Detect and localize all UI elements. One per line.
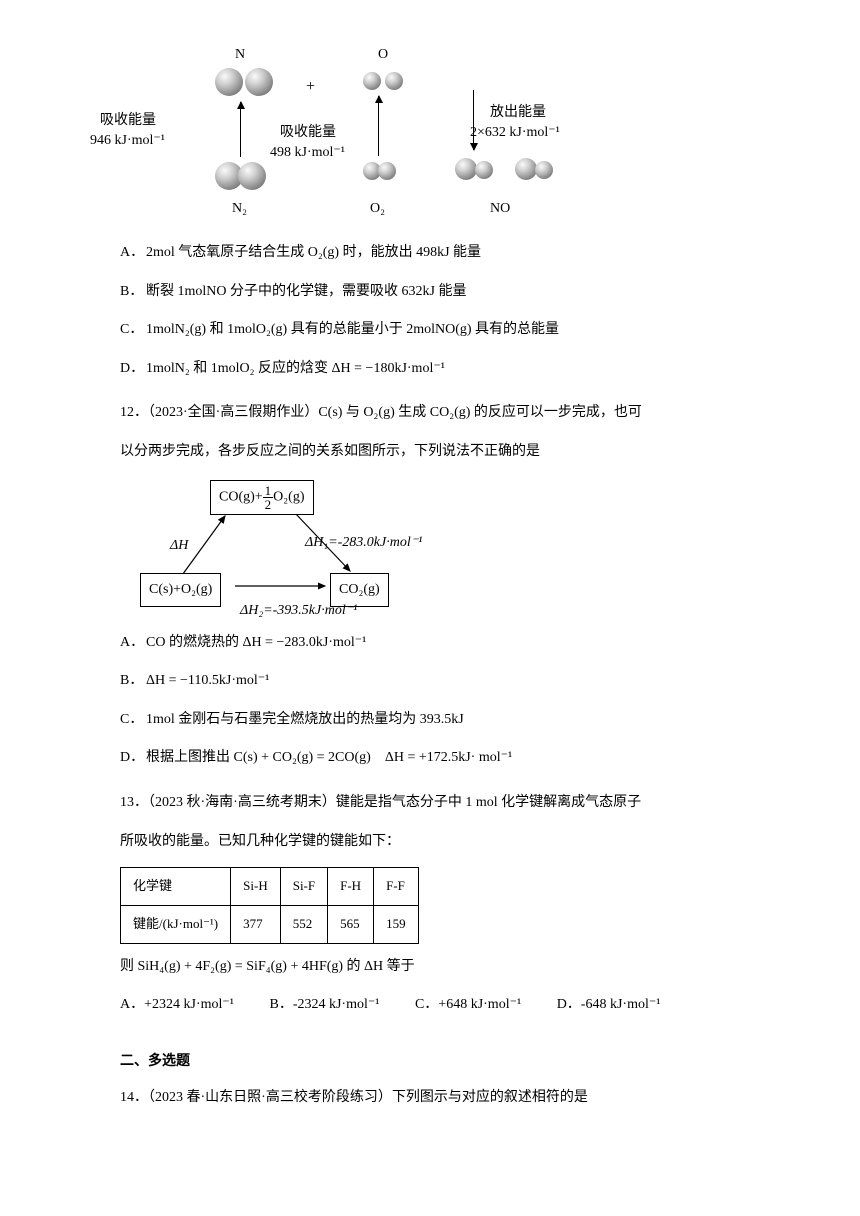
th-ff: F-F xyxy=(374,868,419,906)
atom-n2 xyxy=(245,68,273,96)
label-no: NO xyxy=(490,196,510,223)
atom-no-a2 xyxy=(475,161,493,179)
atom-n2-b2 xyxy=(238,162,266,190)
q12-stem-1: 12．（2023·全国·高三假期作业）C(s) 与 O₂(g) 生成 CO₂(g… xyxy=(120,400,800,427)
atom-o2-b2 xyxy=(378,162,396,180)
row-label: 键能/(kJ·mol⁻¹) xyxy=(121,905,231,943)
q12-option-b: B．ΔH = −110.5kJ·mol⁻¹ xyxy=(120,668,800,695)
q11-option-b: B．断裂 1molNO 分子中的化学键，需要吸收 632kJ 能量 xyxy=(120,279,800,306)
q11-option-a: A．2mol 气态氧原子结合生成 O₂(g) 时，能放出 498kJ 能量 xyxy=(120,240,800,267)
q11-a-text: 2mol 气态氧原子结合生成 O₂(g) 时，能放出 498kJ 能量 xyxy=(146,245,481,260)
label-o: O xyxy=(378,42,388,69)
q11-b-text: 断裂 1molNO 分子中的化学键，需要吸收 632kJ 能量 xyxy=(146,284,466,299)
arrow-n2 xyxy=(240,102,241,157)
dh1-label: ΔH₁=-283.0kJ·mol⁻¹ xyxy=(305,530,422,557)
atom-n1 xyxy=(215,68,243,96)
val-ff: 159 xyxy=(374,905,419,943)
absorb-left-2: 946 kJ·mol⁻¹ xyxy=(90,128,165,155)
q13-a: A．+2324 kJ·mol⁻¹ xyxy=(120,992,234,1019)
q11-option-d: D．1molN₂ 和 1molO₂ 反应的焓变 ΔH = −180kJ·mol⁻… xyxy=(120,356,800,383)
release-right-2: 2×632 kJ·mol⁻¹ xyxy=(470,120,560,147)
q12-c-text: 1mol 金刚石与石墨完全燃烧放出的热量均为 393.5kJ xyxy=(146,712,464,727)
th-sih: Si-H xyxy=(231,868,281,906)
arrow-o2 xyxy=(378,96,379,156)
atom-o1 xyxy=(363,72,381,90)
th-fh: F-H xyxy=(328,868,374,906)
th-sif: Si-F xyxy=(280,868,327,906)
q13-stem-2: 所吸收的能量。已知几种化学键的键能如下： xyxy=(120,829,800,856)
atom-no-b2 xyxy=(535,161,553,179)
q13-options-row: A．+2324 kJ·mol⁻¹ B．-2324 kJ·mol⁻¹ C．+648… xyxy=(120,992,800,1019)
q14-stem: 14．（2023 春·山东日照·高三校考阶段练习）下列图示与对应的叙述相符的是 xyxy=(120,1085,800,1112)
atom-no-a1 xyxy=(455,158,477,180)
label-n2: N₂ xyxy=(232,196,247,223)
val-sif: 552 xyxy=(280,905,327,943)
section-2-heading: 二、多选题 xyxy=(120,1049,800,1076)
absorb-mid-2: 498 kJ·mol⁻¹ xyxy=(270,140,345,167)
q11-option-c: C．1molN₂(g) 和 1molO₂(g) 具有的总能量小于 2molNO(… xyxy=(120,317,800,344)
q12-stem-2: 以分两步完成，各步反应之间的关系如图所示，下列说法不正确的是 xyxy=(120,439,800,466)
box-c-o2: C(s)+O₂(g) xyxy=(140,573,221,608)
q13-c: C．+648 kJ·mol⁻¹ xyxy=(415,992,521,1019)
q13-b: B．-2324 kJ·mol⁻¹ xyxy=(269,992,379,1019)
q12-b-text: ΔH = −110.5kJ·mol⁻¹ xyxy=(146,673,269,688)
hess-diagram: CO(g)+12O₂(g) C(s)+O₂(g) CO₂(g) ΔH ΔH₁=-… xyxy=(140,478,450,618)
q13-d: D．-648 kJ·mol⁻¹ xyxy=(557,992,661,1019)
dh-label: ΔH xyxy=(170,533,188,560)
box-co: CO(g)+12O₂(g) xyxy=(210,480,314,515)
label-o2: O₂ xyxy=(370,196,385,223)
th-bond: 化学键 xyxy=(121,868,231,906)
energy-diagram: N + O 吸收能量 946 kJ·mol⁻¹ 吸收能量 498 kJ·mol⁻… xyxy=(120,50,640,220)
q12-a-text: CO 的燃烧热的 ΔH = −283.0kJ·mol⁻¹ xyxy=(146,635,366,650)
q12-option-d: D．根据上图推出 C(s) + CO₂(g) = 2CO(g) ΔH = +17… xyxy=(120,745,800,772)
arrow-no xyxy=(473,90,474,150)
q12-option-c: C．1mol 金刚石与石墨完全燃烧放出的热量均为 393.5kJ xyxy=(120,707,800,734)
dh2-label: ΔH₂=-393.5kJ·mol⁻¹ xyxy=(240,598,357,625)
q13-equation: 则 SiH₄(g) + 4F₂(g) = SiF₄(g) + 4HF(g) 的 … xyxy=(120,954,800,981)
atom-o2 xyxy=(385,72,403,90)
q12-option-a: A．CO 的燃烧热的 ΔH = −283.0kJ·mol⁻¹ xyxy=(120,630,800,657)
q13-stem-1: 13．（2023 秋·海南·高三统考期末）键能是指气态分子中 1 mol 化学键… xyxy=(120,790,800,817)
q12-d-text: 根据上图推出 C(s) + CO₂(g) = 2CO(g) ΔH = +172.… xyxy=(146,750,512,765)
val-sih: 377 xyxy=(231,905,281,943)
val-fh: 565 xyxy=(328,905,374,943)
atom-no-b1 xyxy=(515,158,537,180)
bond-energy-table: 化学键 Si-H Si-F F-H F-F 键能/(kJ·mol⁻¹) 377 … xyxy=(120,867,419,943)
plus-sign: + xyxy=(306,72,315,102)
label-n: N xyxy=(235,42,245,69)
q11-d-text: 1molN₂ 和 1molO₂ 反应的焓变 ΔH = −180kJ·mol⁻¹ xyxy=(146,361,445,376)
q11-c-text: 1molN₂(g) 和 1molO₂(g) 具有的总能量小于 2molNO(g)… xyxy=(146,322,559,337)
